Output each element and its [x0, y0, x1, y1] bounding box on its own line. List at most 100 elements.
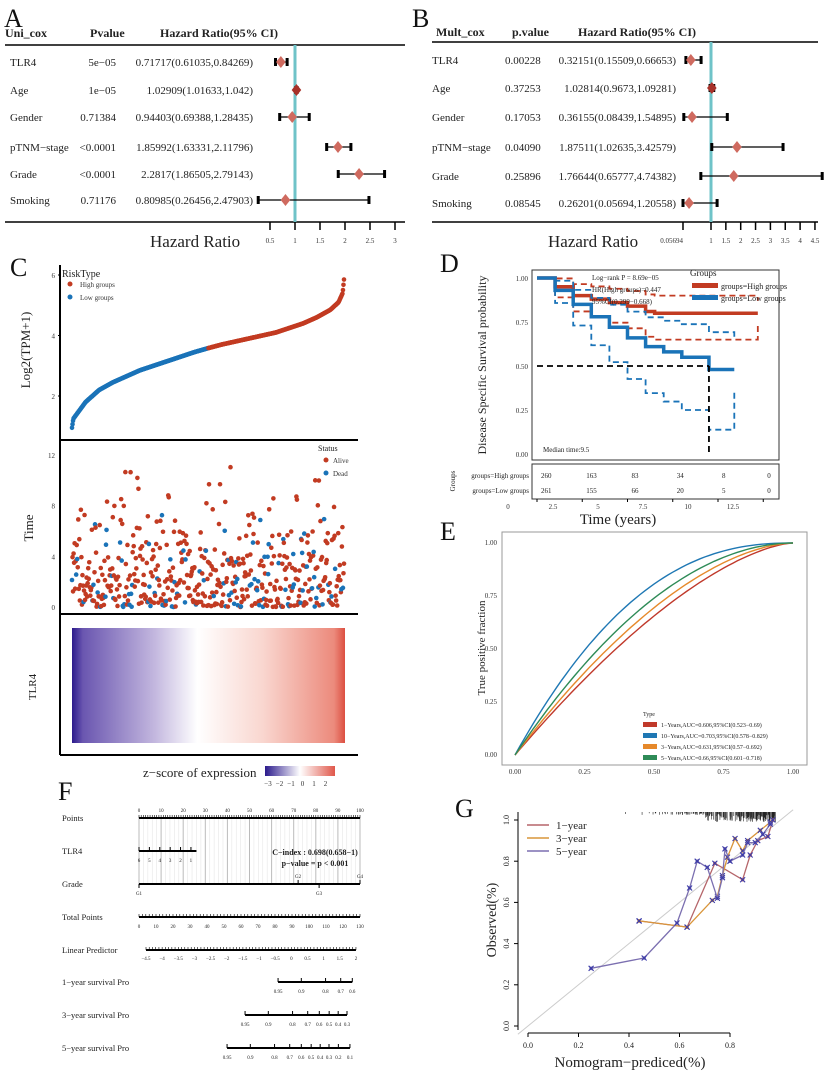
dead-point	[211, 593, 217, 599]
prediction-rug	[625, 812, 776, 822]
tick-label: 30	[203, 809, 209, 814]
alive-point	[109, 566, 115, 571]
tick-label: 2	[355, 957, 358, 962]
alive-point	[94, 601, 100, 607]
tick-label: 1	[293, 237, 297, 245]
calibration-x-marker	[744, 839, 751, 846]
tick-label: 3	[169, 859, 172, 864]
y-tick-label: 0.50	[516, 363, 529, 371]
alive-point	[100, 572, 105, 578]
tick-label: 0.2	[335, 1056, 342, 1061]
alive-point	[205, 576, 210, 582]
dead-point	[340, 585, 346, 591]
tick-label: 5	[148, 859, 151, 864]
alive-point	[324, 557, 330, 563]
dead-point	[265, 554, 270, 560]
row-label: TLR4	[10, 57, 37, 69]
dead-point	[255, 579, 261, 584]
colorbar-tick-label: −2	[276, 780, 284, 788]
alive-point	[283, 576, 289, 582]
alive-point	[171, 529, 177, 535]
alive-point	[192, 588, 198, 593]
dead-point	[252, 576, 257, 582]
alive-point	[248, 568, 254, 573]
dead-point	[222, 528, 228, 534]
tick-label: 4	[159, 859, 162, 864]
calibration-x-marker	[714, 895, 721, 902]
alive-point	[155, 563, 161, 568]
alive-point	[102, 577, 108, 583]
alive-point	[257, 562, 263, 568]
alive-point	[316, 478, 322, 483]
x-axis-title: Hazard Ratio	[150, 232, 240, 251]
p-value-text: p−value = p < 0.001	[282, 859, 349, 868]
calibration-x-marker	[711, 860, 718, 867]
alive-point	[192, 564, 197, 570]
alive-point	[218, 584, 223, 590]
x-tick-label: 0	[506, 503, 510, 511]
alive-point	[166, 495, 172, 500]
alive-point	[81, 588, 87, 593]
alive-point	[132, 584, 138, 589]
alive-point	[153, 541, 159, 547]
tick-label: −0.5	[271, 957, 281, 962]
alive-point	[139, 544, 145, 549]
calibration-x-marker	[767, 821, 774, 828]
hazard-ratio-text: 1.02909(1.01633,1.042)	[147, 85, 254, 97]
dead-point	[300, 588, 305, 593]
alive-point	[197, 546, 203, 552]
tick-label: 0.5	[326, 1023, 333, 1028]
tick-label: 4	[798, 237, 802, 245]
alive-point	[268, 545, 274, 551]
alive-point	[239, 587, 245, 592]
expression-point	[340, 291, 345, 296]
alive-point	[108, 588, 114, 594]
alive-point	[288, 603, 293, 608]
alive-point	[272, 587, 278, 592]
alive-point	[334, 603, 340, 608]
alive-point	[131, 571, 137, 577]
tick-label: −1.5	[238, 957, 248, 962]
calibration-x-marker	[636, 918, 642, 924]
y-tick-label: 4	[52, 333, 56, 341]
alive-point	[93, 550, 99, 555]
tick-label: −3	[192, 957, 198, 962]
dead-point	[250, 540, 256, 545]
x-axis-title: Time (years)	[580, 512, 657, 528]
p-value: 0.00228	[505, 55, 541, 67]
alive-point	[280, 604, 286, 610]
y-tick-label: 0.8	[502, 856, 511, 866]
legend-label: 5−year	[556, 846, 587, 858]
legend-label: Dead	[333, 470, 348, 478]
alive-point	[184, 572, 190, 578]
hazard-ratio-marker	[291, 84, 302, 96]
alive-point	[128, 469, 133, 475]
alive-point	[281, 540, 287, 546]
alive-point	[231, 563, 236, 568]
hazard-ratio-text: 1.76644(0.65777,4.74382)	[559, 171, 677, 183]
alive-point	[161, 592, 166, 597]
tick-label: 6	[138, 859, 141, 864]
tick-label: 120	[339, 925, 347, 930]
roc-curve	[514, 542, 794, 756]
alive-point	[170, 565, 176, 570]
p-value: 0.71384	[80, 112, 116, 124]
alive-point	[140, 557, 145, 562]
alive-point	[135, 578, 141, 584]
forest-a-header: Pvalue	[90, 26, 125, 40]
y-tick-label: 8	[52, 503, 56, 511]
calibration-line	[639, 821, 771, 928]
alive-point	[243, 533, 249, 539]
calibration-x-marker	[757, 827, 764, 834]
legend-dot-alive	[323, 457, 329, 463]
alive-point	[121, 503, 127, 509]
hazard-ratio-text: 0.94403(0.69388,1.28435)	[136, 112, 254, 124]
alive-point	[183, 533, 189, 538]
alive-point	[246, 572, 252, 577]
alive-point	[335, 530, 341, 536]
risk-count: 155	[586, 487, 597, 495]
risk-count: 20	[677, 487, 685, 495]
alive-point	[297, 568, 302, 573]
tick-label: 110	[322, 925, 330, 930]
alive-point	[202, 593, 208, 599]
